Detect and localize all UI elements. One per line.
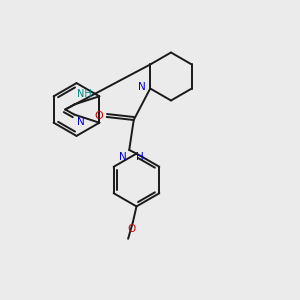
Text: N: N bbox=[138, 82, 146, 92]
Text: NH: NH bbox=[77, 89, 92, 99]
Text: H: H bbox=[136, 152, 144, 162]
Text: N: N bbox=[119, 152, 127, 162]
Text: O: O bbox=[94, 111, 103, 121]
Text: O: O bbox=[128, 224, 136, 234]
Text: N: N bbox=[77, 117, 84, 127]
